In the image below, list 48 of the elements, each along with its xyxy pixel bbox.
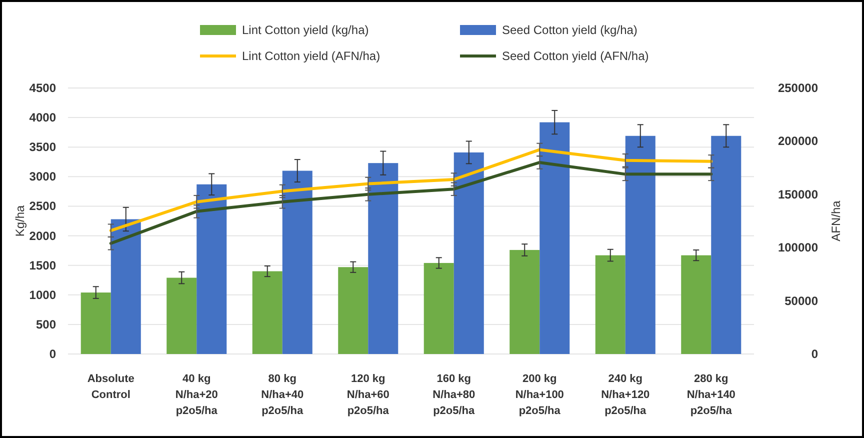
y-tick-label: 3500 xyxy=(29,140,56,154)
bar xyxy=(595,255,626,354)
y2-tick-label: 0 xyxy=(811,347,818,361)
bar xyxy=(338,267,368,354)
x-tick-label: 40 kg N/ha+20 p2o5/ha xyxy=(175,373,218,417)
x-tick-label: 200 kg N/ha+100 p2o5/ha xyxy=(515,373,564,417)
y-axis-title: Kg/ha xyxy=(13,204,27,237)
bar xyxy=(252,271,282,354)
bar xyxy=(110,219,141,354)
y2-tick-label: 50000 xyxy=(784,294,818,308)
bar xyxy=(368,163,398,354)
y-tick-label: 4500 xyxy=(29,81,56,95)
y-tick-label: 4000 xyxy=(29,110,56,125)
bar xyxy=(540,122,570,354)
x-tick-label: 160 kg N/ha+80 p2o5/ha xyxy=(432,373,476,417)
y2-tick-label: 250000 xyxy=(778,81,818,95)
bar xyxy=(454,152,484,354)
bar xyxy=(681,255,712,354)
bar xyxy=(80,292,111,354)
y-tick-label: 1500 xyxy=(29,258,56,272)
y2-tick-label: 100000 xyxy=(778,240,818,255)
bar xyxy=(196,184,227,354)
bar xyxy=(282,170,312,354)
y2-tick-label: 200000 xyxy=(778,134,818,148)
y-tick-label: 0 xyxy=(49,347,56,361)
x-tick-label: 240 kg N/ha+120 p2o5/ha xyxy=(601,373,650,417)
line-series xyxy=(109,160,713,245)
bar xyxy=(510,250,540,354)
y-tick-label: 3000 xyxy=(29,170,56,184)
bar xyxy=(166,278,197,354)
y-tick-label: 1000 xyxy=(29,288,56,302)
legend-label: Seed Cotton yield (kg/ha) xyxy=(502,23,638,37)
y-tick-label: 2000 xyxy=(29,228,56,243)
y-tick-label: 500 xyxy=(36,317,56,332)
bar xyxy=(625,136,656,354)
y2-axis-title: AFN/ha xyxy=(829,200,843,242)
bar xyxy=(424,262,454,354)
x-tick-label: 280 kg N/ha+140 p2o5/ha xyxy=(686,373,736,417)
x-tick-label: 120 kg N/ha+60 p2o5/ha xyxy=(346,373,390,417)
x-tick-label: Absolute Control xyxy=(87,373,134,401)
bar xyxy=(711,136,742,354)
legend-label: Lint Cotton yield (kg/ha) xyxy=(242,23,369,37)
y-tick-label: 2500 xyxy=(29,199,56,214)
y2-tick-label: 150000 xyxy=(778,187,818,202)
legend-label: Lint Cotton yield (AFN/ha) xyxy=(242,49,380,63)
line-series xyxy=(109,148,713,232)
x-tick-label: 80 kg N/ha+40 p2o5/ha xyxy=(261,373,304,417)
legend-label: Seed Cotton yield (AFN/ha) xyxy=(502,49,649,63)
